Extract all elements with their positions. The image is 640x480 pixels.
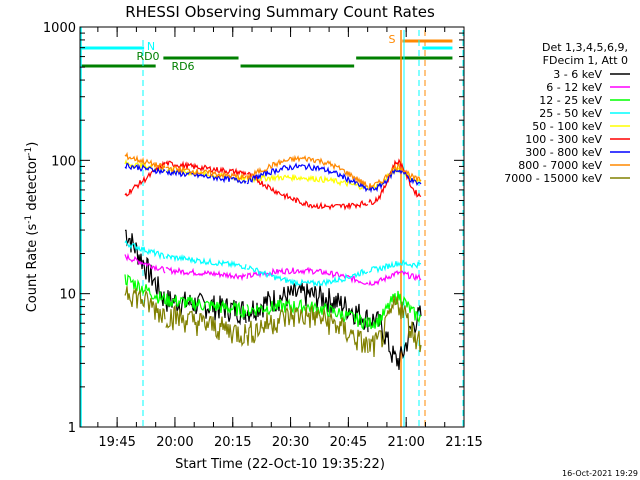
- x-tick-label: 20:00: [156, 435, 193, 450]
- legend-entry-label: 300 - 800 keV: [525, 146, 602, 159]
- flag-label: RD6: [171, 60, 194, 73]
- plot-frame: [79, 26, 465, 428]
- y-axis-label-end: ): [25, 142, 40, 147]
- legend: Det 1,3,4,5,6,9,FDecim 1, Att 03 - 6 keV…: [504, 41, 630, 185]
- y-tick-label: 100: [51, 154, 76, 169]
- series-line: [124, 151, 422, 189]
- legend-header-line: FDecim 1, Att 0: [543, 54, 628, 67]
- x-axis: 19:45 20:00 20:15 20:30 20:45 21:00 21:15: [97, 27, 483, 450]
- series-line: [124, 158, 422, 211]
- event-marker-lines: [80, 27, 464, 427]
- x-tick-label: 20:30: [272, 435, 309, 450]
- flag-label: N: [147, 40, 155, 53]
- legend-header-line: Det 1,3,4,5,6,9,: [542, 41, 628, 54]
- chart-title: RHESSI Observing Summary Count Rates: [125, 3, 435, 21]
- x-tick-label: 20:15: [214, 435, 251, 450]
- y-tick-label: 10: [59, 288, 76, 303]
- x-tick-label: 19:45: [98, 435, 135, 450]
- flag-label: RD0: [136, 50, 159, 63]
- x-tick-label: 21:00: [387, 435, 424, 450]
- y-axis-label-sup2: -1: [24, 147, 34, 156]
- series-line: [124, 162, 422, 194]
- y-axis-label: Count Rate (s-1 detector-1): [24, 142, 40, 313]
- x-tick-label: 20:45: [330, 435, 367, 450]
- y-tick-label: 1: [68, 421, 76, 436]
- legend-entry-label: 50 - 100 keV: [532, 120, 602, 133]
- series-line: [124, 286, 422, 358]
- footer-timestamp: 16-Oct-2021 19:29: [562, 469, 638, 478]
- y-axis-label-main: Count Rate (s: [25, 224, 40, 313]
- legend-entry-label: 800 - 7000 keV: [518, 159, 602, 172]
- series-line: [124, 239, 422, 288]
- y-axis: 1 10 100 1000: [43, 21, 464, 436]
- series-line: [125, 229, 422, 370]
- y-axis-label-mid: detector: [25, 155, 40, 215]
- legend-entry-label: 25 - 50 keV: [539, 107, 602, 120]
- legend-entry-label: 7000 - 15000 keV: [504, 172, 602, 185]
- series-line: [124, 274, 422, 331]
- legend-entry-label: 6 - 12 keV: [546, 81, 602, 94]
- y-tick-label: 1000: [43, 21, 76, 36]
- legend-entry-label: 3 - 6 keV: [553, 68, 602, 81]
- x-tick-label: 21:15: [445, 435, 482, 450]
- legend-entry-label: 12 - 25 keV: [539, 94, 602, 107]
- flag-label: S: [389, 33, 396, 46]
- y-axis-label-sup1: -1: [24, 215, 34, 224]
- legend-entry-label: 100 - 300 keV: [525, 133, 602, 146]
- x-axis-label: Start Time (22-Oct-10 19:35:22): [175, 457, 385, 472]
- series-layer: [124, 151, 422, 370]
- series-line: [124, 252, 422, 286]
